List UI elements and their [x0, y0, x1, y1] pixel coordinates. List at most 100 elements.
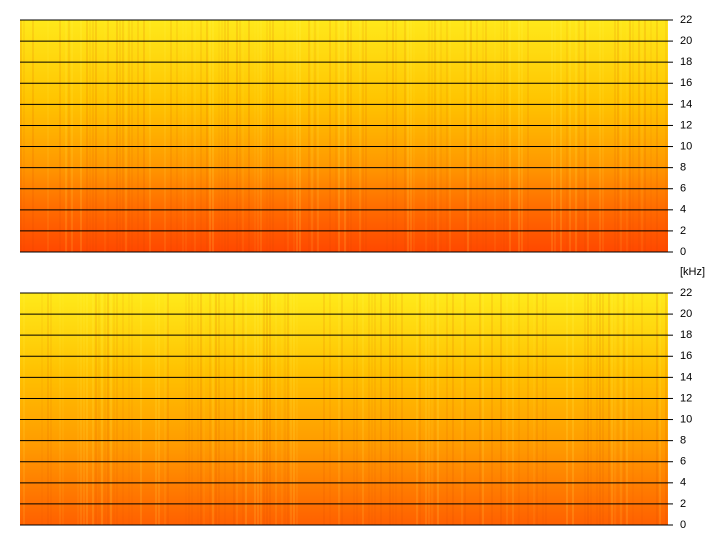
texture-stripe: [536, 293, 538, 525]
texture-stripe: [467, 20, 469, 252]
texture-stripe: [140, 293, 142, 525]
y-tick-label: 18: [680, 56, 692, 68]
texture-stripe: [419, 293, 421, 525]
texture-stripe: [293, 20, 295, 252]
y-tick-label: 20: [680, 35, 692, 47]
texture-stripe: [560, 20, 562, 252]
texture-stripe: [89, 20, 91, 252]
texture-stripe: [437, 293, 439, 525]
y-tick-label: 10: [680, 413, 692, 425]
y-tick-label: 22: [680, 287, 692, 299]
y-tick-label: 12: [680, 392, 692, 404]
texture-stripe: [665, 20, 667, 252]
texture-stripe: [431, 293, 433, 525]
texture-stripe: [623, 293, 625, 525]
texture-stripe: [617, 293, 619, 525]
texture-stripe: [431, 20, 433, 252]
y-axis-label: [kHz]: [680, 266, 705, 278]
texture-stripe: [197, 293, 199, 525]
texture-stripe: [227, 20, 229, 252]
texture-stripe: [188, 293, 190, 525]
texture-stripe: [533, 293, 535, 525]
texture-stripe: [527, 20, 529, 252]
texture-stripe: [248, 20, 250, 252]
texture-stripe: [266, 293, 268, 525]
texture-stripe: [479, 293, 481, 525]
texture-stripe: [500, 20, 502, 252]
texture-stripe: [269, 20, 271, 252]
texture-stripe: [626, 20, 628, 252]
texture-stripe: [242, 20, 244, 252]
texture-stripe: [551, 20, 553, 252]
texture-stripe: [356, 293, 358, 525]
texture-stripe: [86, 293, 88, 525]
texture-stripe: [137, 20, 139, 252]
texture-stripe: [296, 20, 298, 252]
texture-stripe: [614, 293, 616, 525]
texture-stripe: [212, 293, 214, 525]
texture-stripe: [194, 20, 196, 252]
texture-stripe: [506, 293, 508, 525]
texture-stripe: [500, 293, 502, 525]
texture-stripe: [257, 20, 259, 252]
texture-stripe: [323, 293, 325, 525]
texture-stripe: [395, 293, 397, 525]
texture-stripe: [329, 293, 331, 525]
texture-stripe: [131, 293, 133, 525]
texture-stripe: [614, 20, 616, 252]
texture-stripe: [257, 293, 259, 525]
texture-stripe: [632, 20, 634, 252]
texture-stripe: [362, 293, 364, 525]
texture-stripe: [149, 20, 151, 252]
texture-stripe: [638, 20, 640, 252]
texture-stripe: [365, 20, 367, 252]
texture-stripe: [131, 20, 133, 252]
texture-stripe: [20, 20, 22, 252]
texture-stripe: [575, 20, 577, 252]
texture-stripe: [218, 20, 220, 252]
texture-stripe: [167, 293, 169, 525]
texture-stripe: [485, 20, 487, 252]
texture-stripe: [449, 20, 451, 252]
texture-stripe: [116, 20, 118, 252]
texture-stripe: [644, 20, 646, 252]
y-tick-label: 22: [680, 14, 692, 26]
texture-stripe: [446, 20, 448, 252]
texture-stripe: [281, 293, 283, 525]
y-tick-label: 18: [680, 329, 692, 341]
y-tick-label: 16: [680, 77, 692, 89]
texture-stripe: [287, 20, 289, 252]
texture-stripe: [584, 293, 586, 525]
texture-stripe: [287, 293, 289, 525]
texture-stripe: [200, 20, 202, 252]
texture-stripe: [392, 20, 394, 252]
y-tick-label: 16: [680, 350, 692, 362]
texture-stripe: [380, 293, 382, 525]
texture-stripe: [95, 293, 97, 525]
texture-stripe: [209, 293, 211, 525]
y-tick-label: 20: [680, 308, 692, 320]
texture-stripe: [572, 293, 574, 525]
texture-stripe: [83, 293, 85, 525]
texture-stripe: [260, 293, 262, 525]
y-tick-label: 12: [680, 119, 692, 131]
texture-stripe: [212, 20, 214, 252]
texture-stripe: [104, 20, 106, 252]
texture-stripe: [59, 293, 61, 525]
y-tick-label: 10: [680, 140, 692, 152]
texture-stripe: [389, 293, 391, 525]
texture-stripe: [254, 293, 256, 525]
texture-stripe: [344, 20, 346, 252]
texture-stripe: [587, 20, 589, 252]
texture-stripe: [125, 20, 127, 252]
texture-stripe: [170, 20, 172, 252]
texture-stripe: [566, 20, 568, 252]
texture-stripe: [407, 20, 409, 252]
texture-stripe: [482, 20, 484, 252]
texture-stripe: [236, 20, 238, 252]
spectrogram-image: [20, 20, 668, 252]
texture-stripe: [293, 293, 295, 525]
texture-stripe: [143, 20, 145, 252]
texture-stripe: [236, 293, 238, 525]
